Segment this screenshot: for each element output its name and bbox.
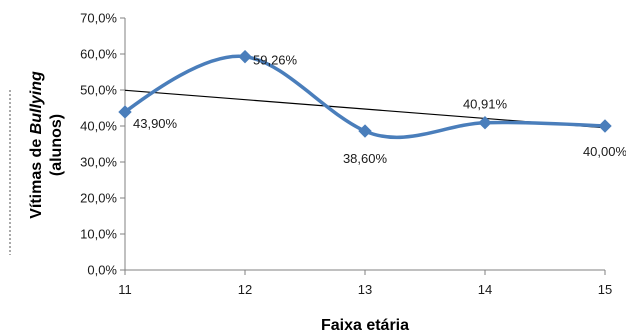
x-tick-label: 12	[238, 282, 252, 297]
y-axis-title-italic: Bullying	[28, 71, 45, 134]
axes: 0,0% 10,0% 20,0% 30,0% 40,0% 50,0% 60,0% 70,0% 1…	[80, 11, 612, 298]
y-tick-label: 60,0%	[80, 47, 117, 62]
x-tick-label: 14	[478, 282, 492, 297]
data-point-marker	[238, 49, 252, 64]
y-tick-label: 10,0%	[80, 227, 117, 242]
data-point-marker	[118, 105, 132, 119]
y-tick-label: 50,0%	[80, 83, 117, 98]
x-axis-title: Faixa etária	[321, 317, 409, 334]
y-tick-label: 40,0%	[80, 119, 117, 134]
y-tick-label: 70,0%	[80, 11, 117, 26]
data-label: 59,26%	[253, 53, 298, 68]
x-tick-label: 11	[118, 282, 132, 297]
x-tick-label: 13	[358, 282, 372, 297]
y-tick-label: 20,0%	[80, 191, 117, 206]
data-point-marker	[358, 124, 372, 138]
series-layer	[118, 49, 612, 140]
data-label: 38,60%	[343, 151, 388, 166]
y-axis-title-line1: Vítimas de Bullying	[28, 71, 45, 219]
y-tick-label: 30,0%	[80, 155, 117, 170]
y-axis-title-line2: (alunos)	[48, 114, 65, 176]
data-point-marker	[478, 116, 492, 130]
data-point-marker	[598, 119, 612, 133]
data-label: 40,91%	[463, 97, 508, 112]
data-labels-layer: 43,90% 59,26% 38,60% 40,91% 40,00%	[133, 53, 626, 166]
y-axis-title-prefix: Vítimas de	[28, 134, 45, 218]
y-axis-title: Vítimas de Bullying (alunos)	[9, 71, 65, 255]
data-label: 40,00%	[583, 144, 626, 159]
x-tick-label: 15	[598, 282, 612, 297]
data-label: 43,90%	[133, 116, 178, 131]
y-tick-label: 0,0%	[87, 263, 117, 278]
